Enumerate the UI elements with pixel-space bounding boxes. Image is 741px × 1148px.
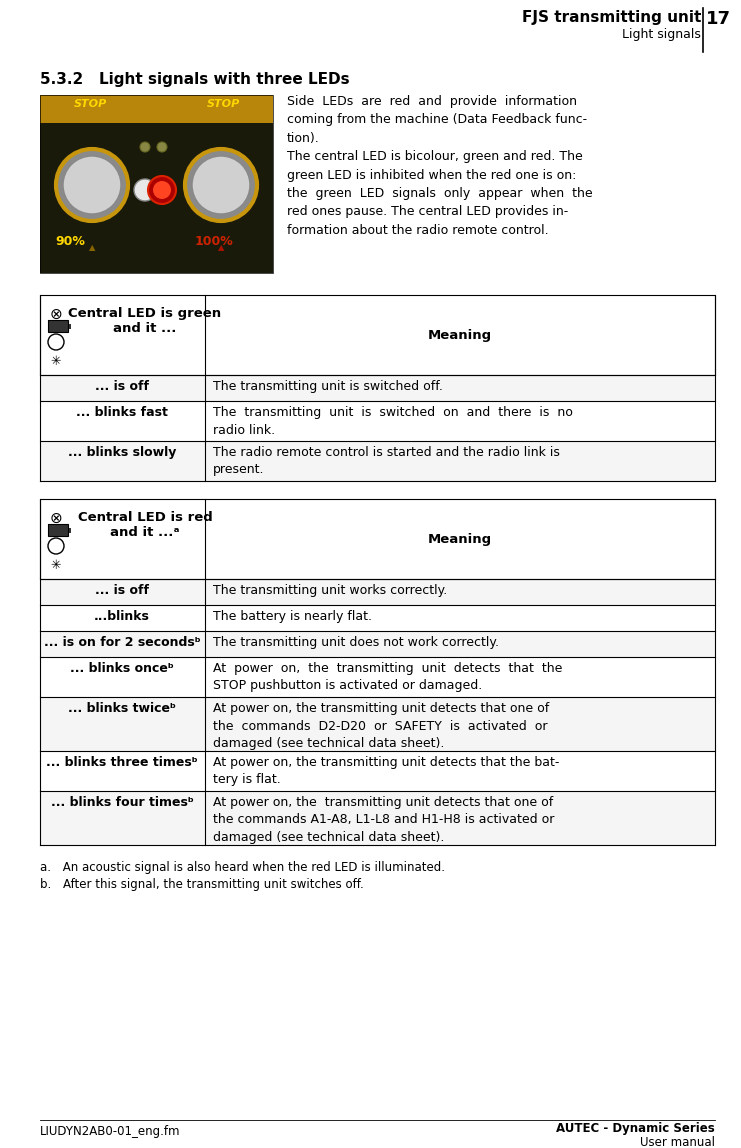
- Bar: [40, 605, 715, 631]
- Bar: [40, 401, 715, 441]
- Text: ⊗: ⊗: [50, 307, 62, 321]
- Text: Central LED is green
and it ...: Central LED is green and it ...: [68, 307, 222, 335]
- Text: LIUDYN2AB0-01_eng.fm: LIUDYN2AB0-01_eng.fm: [40, 1125, 181, 1138]
- Bar: [48, 320, 68, 332]
- Bar: [40, 499, 715, 579]
- Bar: [40, 657, 715, 697]
- Text: STOP: STOP: [73, 99, 107, 109]
- Text: AUTEC - Dynamic Series: AUTEC - Dynamic Series: [556, 1122, 715, 1135]
- Text: Meaning: Meaning: [428, 533, 492, 546]
- Bar: [68, 324, 71, 329]
- Bar: [68, 528, 71, 533]
- Circle shape: [56, 149, 128, 222]
- Text: The battery is nearly flat.: The battery is nearly flat.: [213, 610, 372, 623]
- Circle shape: [140, 142, 150, 152]
- Text: ▲: ▲: [218, 243, 225, 253]
- Bar: [40, 631, 715, 657]
- Circle shape: [153, 181, 171, 199]
- Text: b. After this signal, the transmitting unit switches off.: b. After this signal, the transmitting u…: [40, 878, 364, 891]
- Bar: [40, 295, 715, 375]
- Text: The transmitting unit works correctly.: The transmitting unit works correctly.: [213, 584, 448, 597]
- Bar: [40, 697, 715, 751]
- Text: At power on, the transmitting unit detects that the bat-
tery is flat.: At power on, the transmitting unit detec…: [213, 757, 559, 786]
- Text: ... blinks four timesᵇ: ... blinks four timesᵇ: [50, 796, 193, 809]
- Text: At power on, the transmitting unit detects that one of
the  commands  D2-D20  or: At power on, the transmitting unit detec…: [213, 701, 549, 750]
- Circle shape: [134, 179, 156, 201]
- Text: ... is on for 2 secondsᵇ: ... is on for 2 secondsᵇ: [44, 636, 200, 649]
- Text: The central LED is bicolour, green and red. The
green LED is inhibited when the : The central LED is bicolour, green and r…: [287, 150, 593, 236]
- Bar: [40, 375, 715, 401]
- Bar: [48, 523, 68, 536]
- Text: STOP: STOP: [207, 99, 239, 109]
- Bar: [40, 95, 273, 273]
- Bar: [40, 295, 715, 375]
- Bar: [40, 579, 715, 605]
- Bar: [40, 441, 715, 481]
- Text: Light signals: Light signals: [622, 28, 701, 41]
- Bar: [48, 320, 68, 332]
- Text: 90%: 90%: [55, 235, 85, 248]
- Circle shape: [48, 334, 64, 350]
- Circle shape: [192, 156, 250, 214]
- Text: The transmitting unit is switched off.: The transmitting unit is switched off.: [213, 380, 443, 393]
- Text: ... is off: ... is off: [95, 584, 149, 597]
- Circle shape: [148, 176, 176, 204]
- Text: The transmitting unit does not work correctly.: The transmitting unit does not work corr…: [213, 636, 499, 649]
- Bar: [40, 95, 273, 123]
- Text: ✳: ✳: [50, 355, 62, 369]
- Circle shape: [185, 149, 257, 222]
- Text: ... is off: ... is off: [95, 380, 149, 393]
- Text: At  power  on,  the  transmitting  unit  detects  that  the
STOP pushbutton is a: At power on, the transmitting unit detec…: [213, 662, 562, 692]
- Bar: [48, 523, 68, 536]
- Text: ✳: ✳: [50, 559, 62, 572]
- Text: ⊗: ⊗: [50, 511, 62, 526]
- Text: ▲: ▲: [89, 243, 96, 253]
- Text: The  transmitting  unit  is  switched  on  and  there  is  no
radio link.: The transmitting unit is switched on and…: [213, 406, 573, 436]
- Text: 5.3.2   Light signals with three LEDs: 5.3.2 Light signals with three LEDs: [40, 72, 350, 87]
- Text: ... blinks twiceᵇ: ... blinks twiceᵇ: [68, 701, 176, 715]
- Text: The radio remote control is started and the radio link is
present.: The radio remote control is started and …: [213, 447, 560, 476]
- Text: ... blinks three timesᵇ: ... blinks three timesᵇ: [46, 757, 198, 769]
- Bar: [40, 751, 715, 791]
- Text: ... blinks slowly: ... blinks slowly: [68, 447, 176, 459]
- Text: User manual: User manual: [640, 1137, 715, 1148]
- Bar: [40, 499, 715, 579]
- Text: ... blinks onceᵇ: ... blinks onceᵇ: [70, 662, 174, 675]
- Text: FJS transmitting unit: FJS transmitting unit: [522, 10, 701, 25]
- Text: At power on, the  transmitting unit detects that one of
the commands A1-A8, L1-L: At power on, the transmitting unit detec…: [213, 796, 554, 844]
- Text: Side  LEDs  are  red  and  provide  information
coming from the machine (Data Fe: Side LEDs are red and provide informatio…: [287, 95, 587, 145]
- Circle shape: [157, 142, 167, 152]
- Text: Meaning: Meaning: [428, 329, 492, 342]
- Bar: [40, 95, 273, 273]
- Circle shape: [63, 156, 121, 214]
- Text: 100%: 100%: [195, 235, 233, 248]
- Text: ... blinks fast: ... blinks fast: [76, 406, 168, 419]
- Circle shape: [48, 538, 64, 554]
- Text: 17: 17: [706, 10, 731, 28]
- Text: ...blinks: ...blinks: [94, 610, 150, 623]
- Text: a. An acoustic signal is also heard when the red LED is illuminated.: a. An acoustic signal is also heard when…: [40, 861, 445, 874]
- Bar: [40, 791, 715, 845]
- Text: Central LED is red
and it ...ᵃ: Central LED is red and it ...ᵃ: [78, 511, 213, 540]
